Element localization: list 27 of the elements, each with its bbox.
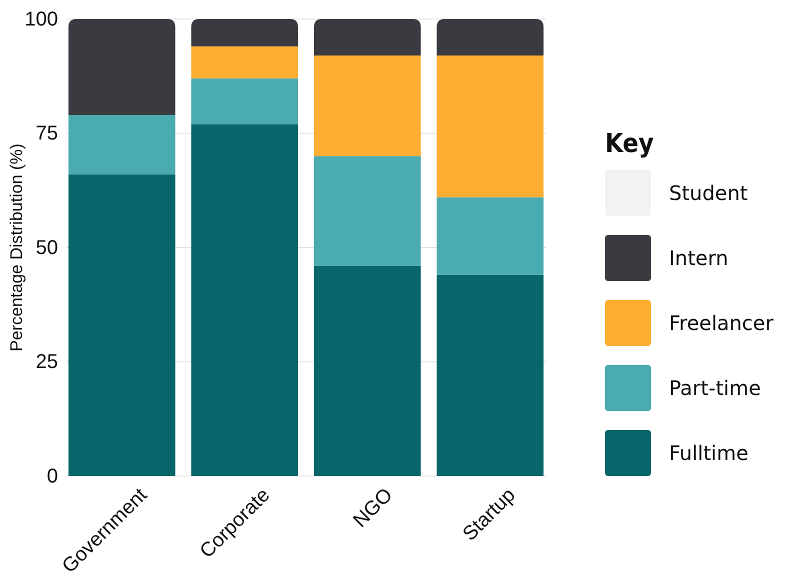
bar [68,174,176,476]
bar [436,274,544,476]
bar [68,114,176,174]
y-tick-label: 100 [24,8,58,30]
y-tick-label: 25 [36,351,58,374]
bar [314,56,421,156]
bar [191,124,298,476]
bar [68,19,176,115]
legend-label: Student [669,181,748,205]
legend-label: Fulltime [669,441,748,465]
legend-label: Freelancer [669,311,774,335]
bar [191,78,298,124]
bar [314,19,421,56]
bar [436,19,544,56]
bar [436,56,544,198]
bar [314,156,421,266]
legend-label: Part-time [669,376,761,400]
y-tick-label: 0 [46,465,58,488]
y-tick-label: 75 [36,122,58,145]
bar [191,46,298,78]
bar [436,197,544,275]
y-axis-title: Percentage Distribution (%) [7,144,26,352]
y-tick-label: 50 [36,236,58,259]
bar [314,266,421,476]
legend-label: Intern [669,246,728,270]
bar [191,19,298,46]
legend-title: Key [605,129,654,159]
